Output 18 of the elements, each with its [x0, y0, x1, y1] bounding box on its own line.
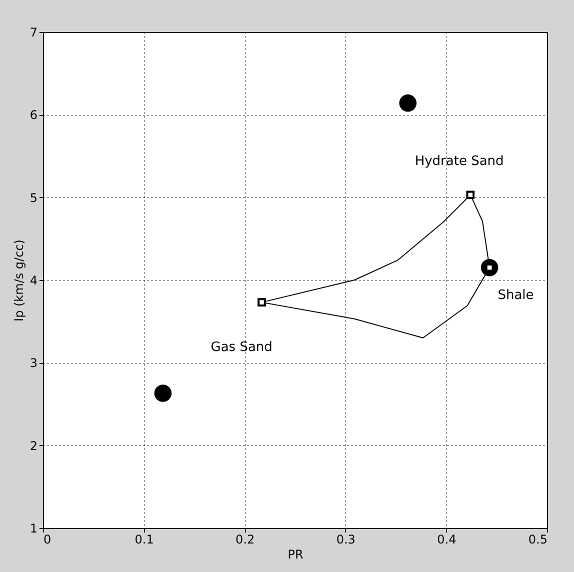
- y-tick-label: 1: [30, 522, 38, 536]
- x-tick-label: 0.3: [336, 532, 356, 546]
- annotation: Shale: [498, 288, 534, 303]
- y-tick-label: 5: [30, 190, 38, 205]
- y-tick-label: 7: [30, 26, 38, 40]
- x-axis-title: PR: [288, 548, 304, 562]
- x-tick-label: 0: [44, 532, 52, 546]
- annotation: Gas Sand: [210, 340, 272, 355]
- x-tick-label: 0.4: [437, 532, 456, 546]
- x-tick-label: 0.5: [528, 532, 548, 546]
- y-tick-label: 4: [30, 274, 38, 288]
- y-tick-label: 3: [30, 356, 38, 370]
- y-tick-label: 6: [30, 108, 38, 122]
- x-tick-label: 0.1: [134, 532, 154, 546]
- x-tick-label: 0.2: [236, 532, 255, 546]
- y-tick-label: 2: [30, 438, 38, 453]
- annotation: Hydrate Sand: [414, 154, 504, 169]
- y-axis-title: Ip (km/s g/cc): [12, 240, 26, 322]
